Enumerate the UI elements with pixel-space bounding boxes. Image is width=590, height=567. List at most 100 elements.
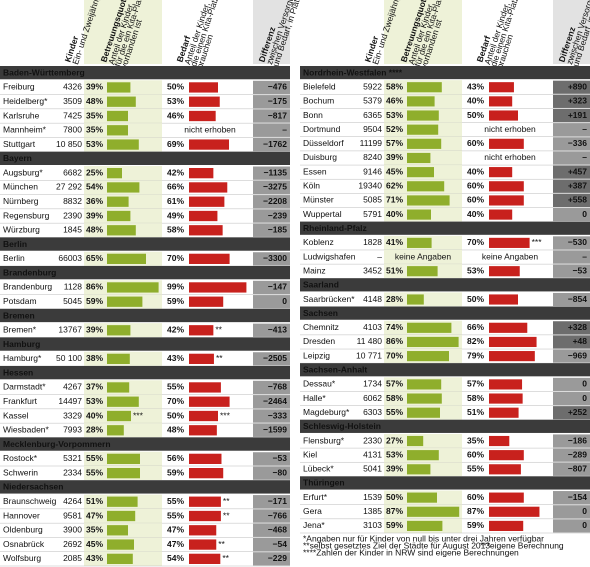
difference: −53 [573,265,588,275]
bedarf-bar [189,510,221,522]
city-name: Bochum [303,96,334,106]
quote-bar [107,125,128,136]
quote-bar [107,382,130,393]
city-name: Erfurt* [303,492,328,502]
bedarf-bar [189,539,217,550]
difference: +191 [568,110,587,120]
bedarf-bar [189,396,230,407]
bedarf-label: 82% [467,336,484,346]
city-name: Berlin [3,253,25,263]
city-name: Regensburg [3,210,50,220]
bedarf-label: 58% [167,225,184,235]
bedarf-bar [489,336,537,348]
quote-bar [407,152,431,164]
bedarf-bar [189,553,221,564]
kinder-count: 6682 [63,167,82,177]
kinder-count: 1734 [363,379,382,389]
not-collected: nicht erhoben [484,124,536,134]
quote-label: 55% [86,453,103,463]
quote-cell-bg [384,249,462,265]
section-header-bg [300,363,590,377]
difference: +890 [568,81,587,91]
city-name: Duisburg [303,152,337,162]
bedarf-label: 47% [167,539,184,549]
diff-cell [553,519,590,533]
bedarf-label: 40% [467,209,484,219]
not-collected: nicht erhoben [184,125,236,135]
bedarf-label: 61% [167,196,184,206]
quote-bar [407,266,438,277]
diff-cell [553,448,590,462]
kinder-count: 7800 [63,125,82,135]
bedarf-bar [189,96,220,107]
difference: −1599 [263,425,287,435]
bedarf-bar [489,237,530,248]
bedarf-bar [189,210,218,222]
quote-bar [407,82,442,93]
diff-cell [553,491,590,505]
bedarf-bar [189,468,224,479]
diff-cell [253,323,290,337]
kinder-count: 7993 [63,425,82,435]
quote-bar [107,296,143,307]
bedarf-label: 43% [167,353,184,363]
city-name: Frankfurt [3,396,38,406]
quote-bar [107,396,139,407]
kinder-count: 5045 [63,296,82,306]
diff-cell [553,462,590,476]
city-name: Schwerin [3,467,38,477]
diff-cell [553,335,590,349]
section-header: Hamburg [3,339,40,349]
section-header: Thüringen [303,478,345,488]
quote-bar [407,379,442,390]
quote-label: 58% [386,393,403,403]
city-name: Würzburg [3,225,40,235]
quote-label: 55% [86,467,103,477]
quote-bar [107,425,124,436]
quote-bar [107,282,159,293]
bedarf-bar [489,294,518,305]
kinder-count: 9581 [63,510,82,520]
difference: 0 [582,209,587,219]
section-header-bg [300,476,590,490]
city-name: Ludwigshafen [303,251,356,261]
kinder-count: 1845 [63,225,82,235]
quote-bar [107,468,140,479]
quote-label: 39% [86,82,103,92]
city-name: Braunschweig [3,496,57,506]
kinder-count: 4148 [363,294,382,304]
city-name: Potsdam [3,296,37,306]
kinder-count: 1539 [363,492,382,502]
city-name: Chemnitz [303,322,339,332]
city-name: Oldenburg [3,525,43,535]
quote-bar [107,110,128,122]
city-name: Heidelberg* [3,96,48,106]
quote-bar [107,210,131,222]
kinder-count: 1128 [64,282,83,292]
diff-cell [553,80,590,94]
section-header: Bayern [3,153,32,163]
bedarf-bar [489,464,521,475]
quote-bar [407,435,424,447]
bedarf-label: 59% [167,296,184,306]
diff-cell [553,137,590,151]
kinder-count: 6365 [363,110,382,120]
quote-bar [407,138,442,149]
diff-cell [253,209,290,223]
section-header-bg [0,308,290,323]
diff-column-bg [553,0,590,64]
bedarf-label: 55% [167,510,184,520]
difference: +252 [568,407,587,417]
city-name: Leipzig [303,350,330,360]
quote-bar [107,510,136,522]
difference: −147 [268,282,287,292]
diff-cell [253,380,290,395]
difference: – [582,152,587,162]
bedarf-label: 40% [467,96,484,106]
city-name: Bielefeld [303,81,336,91]
bedarf-label: 50% [167,82,184,92]
quote-bar [107,196,129,207]
bedarf-bar [189,282,247,293]
diff-cell [553,151,590,165]
